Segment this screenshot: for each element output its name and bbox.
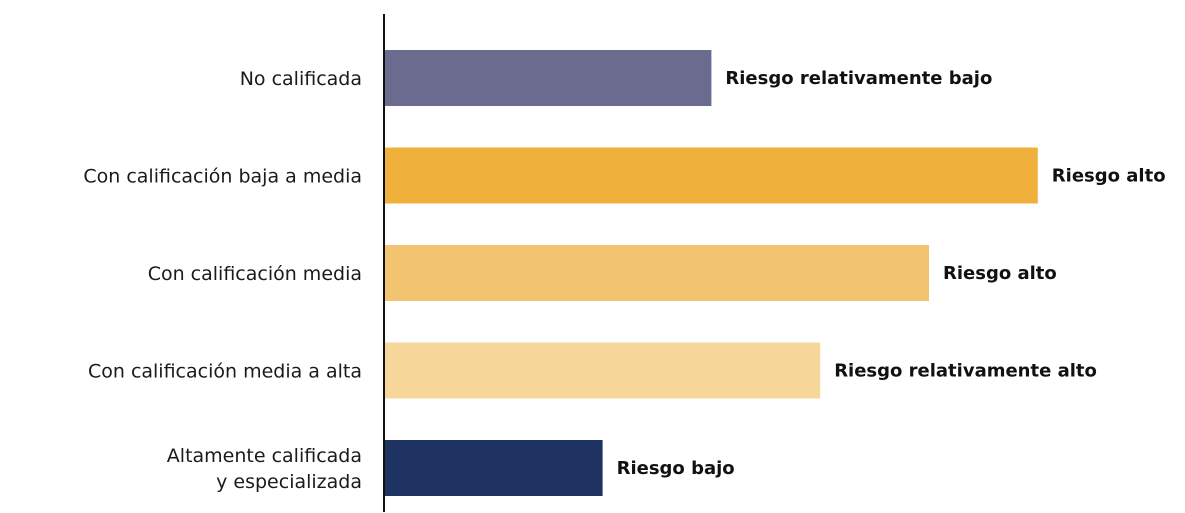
bar-2 [385,245,929,301]
data-label-3: Riesgo relativamente alto [834,361,1097,382]
data-label-1: Riesgo alto [1052,166,1166,187]
data-label-4: Riesgo bajo [617,458,735,479]
data-labels-group: Riesgo relativamente bajo Riesgo alto Ries… [617,68,1166,479]
bar-0 [385,50,712,106]
bar-1 [385,147,1038,204]
category-label-4: Altamente calificada y especializada [167,445,362,493]
data-label-2: Riesgo alto [943,263,1057,284]
data-label-0: Riesgo relativamente bajo [725,68,992,89]
category-label-0: No calificada [240,68,362,90]
bars-group [385,50,1038,496]
category-label-2: Con calificación media [148,263,362,285]
category-labels-group: No calificada Con calificación baja a med… [83,68,362,493]
category-label-3: Con calificación media a alta [88,361,362,383]
category-label-1: Con calificación baja a media [83,166,362,188]
bar-3 [385,342,821,399]
bar-4 [385,440,603,496]
